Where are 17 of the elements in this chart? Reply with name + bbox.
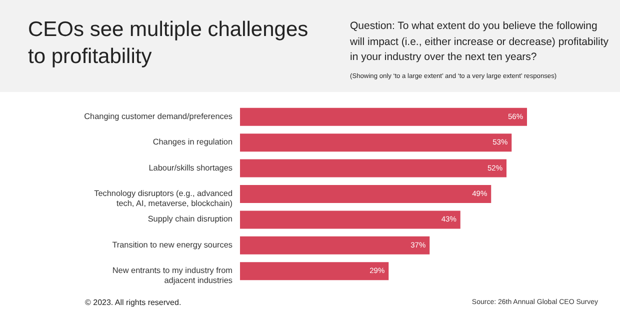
bar: [240, 134, 512, 152]
y-tick-label: Labour/skills shortages: [148, 163, 232, 172]
y-tick-label: Changes in regulation: [152, 138, 233, 147]
bar: [240, 159, 506, 178]
bar: [240, 236, 430, 254]
bar: [240, 210, 460, 229]
y-tick-label: Changing customer demand/preferences: [84, 112, 232, 121]
y-tick-label: New entrants to my industry from adjacent industries: [112, 266, 233, 286]
bar: [240, 108, 527, 126]
text: © 2023. All rights reserved.: [85, 298, 182, 307]
y-tick-label: Transition to new energy sources: [112, 240, 232, 250]
chart-subtitle: Question: To what extent do you believe the following will impact (i.e., either increase or decrease) profitability in your industry over the next ten years?: [350, 19, 610, 65]
bar: [240, 185, 492, 203]
bar: [240, 262, 389, 280]
chart-title: CEOs see multiple challenges to profitability: [28, 17, 310, 70]
y-tick-label: Technology disruptors (e.g., advanced tech, AI, metaverse, blockchain): [94, 189, 233, 208]
y-tick-label: Supply chain disruption: [148, 214, 233, 224]
